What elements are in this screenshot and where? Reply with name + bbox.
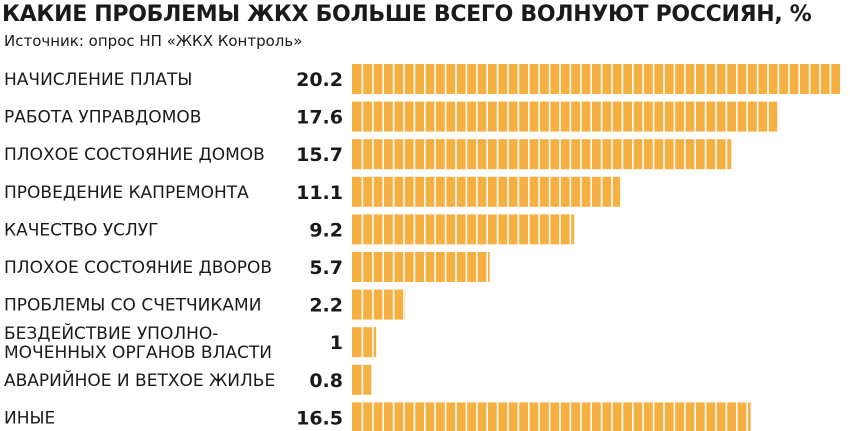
category-label-line: МОЧЕННЫХ ОРГАНОВ ВЛАСТИ — [4, 343, 272, 363]
category-label-line: БЕЗДЕЙСТВИЕ УПОЛНО- — [4, 322, 218, 344]
value-label: 15.7 — [296, 144, 343, 166]
bar-row: ПЛОХОЕ СОСТОЯНИЕ ДВОРОВ 5.7 — [4, 252, 490, 282]
value-label: 11.1 — [296, 182, 343, 204]
bar — [352, 139, 732, 170]
bar-row: ПРОВЕДЕНИЕ КАПРЕМОНТА 11.1 — [4, 176, 621, 207]
bar — [352, 402, 751, 431]
value-label: 0.8 — [309, 370, 343, 392]
value-label: 16.5 — [296, 407, 343, 429]
category-label: НАЧИСЛЕНИЕ ПЛАТЫ — [4, 70, 192, 90]
chart-title: КАКИЕ ПРОБЛЕМЫ ЖКХ БОЛЬШЕ ВСЕГО ВОЛНУЮТ … — [2, 2, 812, 27]
bar — [352, 176, 621, 207]
bar-row: КАЧЕСТВО УСЛУГ 9.2 — [4, 214, 575, 245]
value-label: 20.2 — [296, 69, 343, 91]
bar-row: АВАРИЙНОЕ И ВЕТХОЕ ЖИЛЬЕ 0.8 — [4, 364, 372, 395]
category-label: КАЧЕСТВО УСЛУГ — [4, 220, 159, 240]
category-label: ПРОВЕДЕНИЕ КАПРЕМОНТА — [4, 183, 249, 203]
bar — [352, 101, 778, 132]
category-label: РАБОТА УПРАВДОМОВ — [4, 108, 201, 128]
bar-row: ПЛОХОЕ СОСТОЯНИЕ ДОМОВ 15.7 — [4, 139, 732, 170]
bar — [352, 214, 575, 245]
category-label: БЕЗДЕЙСТВИЕ УПОЛНО-МОЧЕННЫХ ОРГАНОВ ВЛАС… — [4, 322, 272, 363]
value-label: 9.2 — [309, 219, 343, 241]
category-label: ИНЫЕ — [4, 408, 55, 428]
value-label: 17.6 — [296, 107, 343, 129]
value-label: 1 — [330, 332, 343, 354]
bar-row: БЕЗДЕЙСТВИЕ УПОЛНО-МОЧЕННЫХ ОРГАНОВ ВЛАС… — [4, 322, 377, 363]
bar-row: ИНЫЕ 16.5 — [4, 402, 751, 431]
value-label: 5.7 — [309, 257, 343, 279]
value-label: 2.2 — [309, 295, 343, 317]
category-label: ПЛОХОЕ СОСТОЯНИЕ ДВОРОВ — [4, 258, 272, 278]
bar-row: РАБОТА УПРАВДОМОВ 17.6 — [4, 101, 778, 132]
bar — [352, 289, 406, 320]
category-label: АВАРИЙНОЕ И ВЕТХОЕ ЖИЛЬЕ — [4, 369, 275, 391]
category-label: ПРОБЛЕМЫ СО СЧЕТЧИКАМИ — [4, 296, 261, 316]
bar-row: ПРОБЛЕМЫ СО СЧЕТЧИКАМИ 2.2 — [4, 289, 406, 320]
bar — [352, 64, 840, 94]
chart-source: Источник: опрос НП «ЖКХ Контроль» — [4, 32, 303, 50]
bar-row: НАЧИСЛЕНИЕ ПЛАТЫ 20.2 — [4, 64, 840, 94]
category-label: ПЛОХОЕ СОСТОЯНИЕ ДОМОВ — [4, 145, 265, 165]
